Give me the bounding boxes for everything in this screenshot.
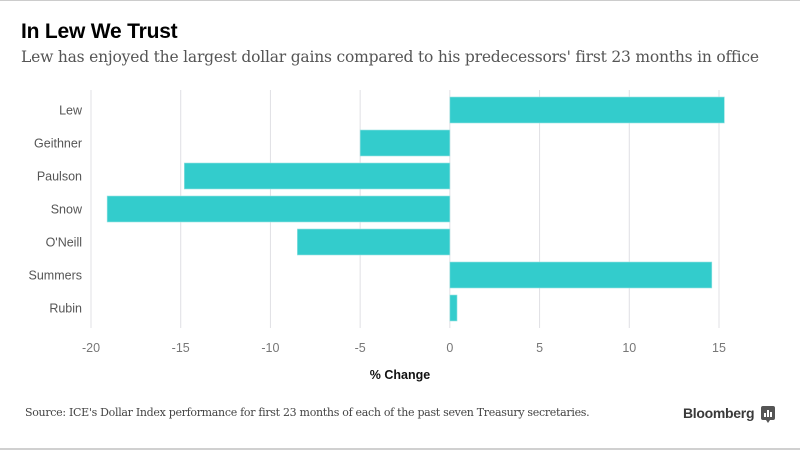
source-note: Source: ICE's Dollar Index performance f… xyxy=(25,406,590,419)
x-tick-label: -10 xyxy=(261,341,279,355)
x-tick-label: 15 xyxy=(712,341,726,355)
bar-lew xyxy=(449,96,725,124)
bar-summers xyxy=(449,261,713,289)
bar-paulson xyxy=(184,162,451,190)
bar-rubin xyxy=(449,294,458,322)
category-label: Snow xyxy=(51,203,83,217)
category-label: Summers xyxy=(29,269,82,283)
bar-geithner xyxy=(359,129,451,157)
bloomberg-chart-icon xyxy=(761,406,775,423)
x-tick-label: -15 xyxy=(172,341,190,355)
chart-subtitle: Lew has enjoyed the largest dollar gains… xyxy=(21,48,759,66)
x-tick-label: -5 xyxy=(355,341,366,355)
bar-chart: -20 -15 -10 -5 0 5 10 15 Lew Geithner Paulson Snow O… xyxy=(29,90,726,382)
category-label: Paulson xyxy=(37,170,82,184)
x-tick-label: 10 xyxy=(622,341,636,355)
brand-logo-text: Bloomberg xyxy=(683,405,755,421)
bar-oneill xyxy=(297,228,451,256)
bar-snow xyxy=(106,195,451,223)
x-tick-label: 5 xyxy=(536,341,543,355)
top-border xyxy=(0,0,800,1)
category-label: Lew xyxy=(59,104,83,118)
x-tick-label: 0 xyxy=(446,341,453,355)
category-label: O'Neill xyxy=(46,236,82,250)
category-label: Geithner xyxy=(34,137,82,151)
category-label: Rubin xyxy=(49,302,82,316)
bottom-border xyxy=(0,448,800,450)
x-tick-label: -20 xyxy=(82,341,100,355)
chart-title: In Lew We Trust xyxy=(21,20,178,43)
x-axis-label: % Change xyxy=(370,368,430,382)
